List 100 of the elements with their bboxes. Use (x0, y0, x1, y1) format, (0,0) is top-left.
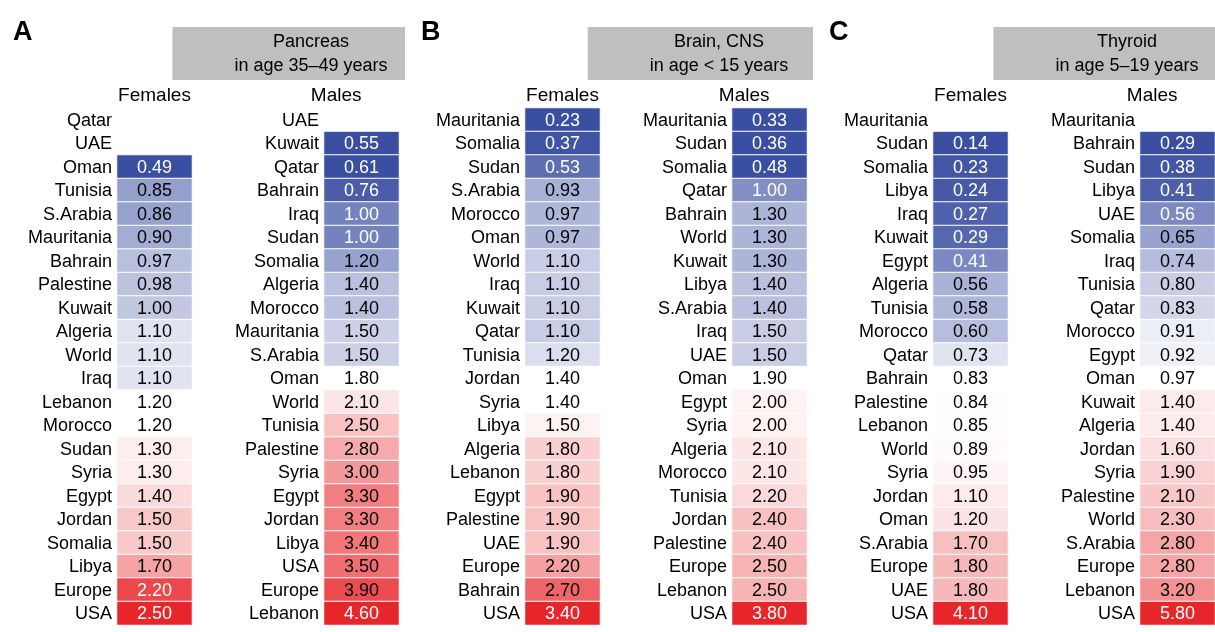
data-label: 1.30 (136, 438, 173, 459)
data-label: 0.93 (544, 180, 581, 201)
data-label: 0.73 (952, 344, 989, 365)
y-tick-label: UAE (74, 133, 112, 154)
data-label: 1.10 (544, 321, 581, 342)
data-label: 5.80 (1159, 603, 1196, 624)
y-tick-label: Morocco (657, 462, 727, 483)
y-tick-label: Somalia (862, 156, 929, 177)
y-tick-label: World (473, 250, 520, 271)
y-tick-label: Oman (677, 368, 727, 389)
data-label: 3.30 (343, 485, 380, 506)
y-tick-label: Egypt (680, 391, 727, 412)
data-label: 0.24 (952, 180, 989, 201)
data-label: 3.00 (343, 462, 380, 483)
y-tick-label: Somalia (46, 532, 113, 553)
y-tick-label: Palestine (853, 391, 928, 412)
y-tick-label: Mauritania (27, 227, 113, 248)
y-tick-label: Algeria (262, 274, 320, 295)
data-label: 1.40 (544, 368, 581, 389)
data-label: 0.23 (952, 156, 989, 177)
y-tick-label: USA (281, 556, 319, 577)
data-label: 0.53 (544, 156, 581, 177)
data-label: 0.83 (1159, 297, 1196, 318)
data-label: 1.90 (544, 509, 581, 530)
data-label: 0.97 (544, 227, 581, 248)
data-label: 0.37 (544, 133, 581, 154)
y-tick-label: USA (689, 603, 727, 624)
data-label: 3.20 (1159, 579, 1196, 600)
y-tick-label: Europe (260, 579, 319, 600)
y-tick-label: Jordan (1079, 438, 1135, 459)
y-tick-label: Palestine (1060, 485, 1135, 506)
text: C (829, 15, 849, 46)
x-tick-label: Females (934, 84, 1007, 105)
y-tick-label: Egypt (473, 485, 520, 506)
y-tick-label: Syria (277, 462, 320, 483)
y-tick-label: Iraq (80, 368, 112, 389)
data-label: 0.74 (1159, 250, 1196, 271)
data-label: 0.41 (952, 250, 989, 271)
y-tick-label: Qatar (681, 180, 727, 201)
y-tick-label: Qatar (273, 156, 319, 177)
x-tick-label: Males (1126, 84, 1178, 105)
y-tick-label: Qatar (66, 109, 112, 130)
y-tick-label: USA (890, 603, 928, 624)
y-tick-label: Libya (275, 532, 320, 553)
y-tick-label: S.Arabia (249, 344, 320, 365)
data-label: 2.80 (1159, 556, 1196, 577)
data-label: 3.50 (343, 556, 380, 577)
data-label: 1.80 (544, 438, 581, 459)
y-tick-label: UAE (689, 344, 727, 365)
y-tick-label: Qatar (474, 321, 520, 342)
y-tick-label: Oman (878, 509, 928, 530)
data-label: 2.20 (544, 556, 581, 577)
data-label: 2.80 (1159, 532, 1196, 553)
y-tick-label: Kuwait (264, 133, 319, 154)
y-tick-label: Syria (685, 415, 728, 436)
data-label: 0.61 (343, 156, 380, 177)
data-label: 3.30 (343, 509, 380, 530)
y-tick-label: Sudan (266, 227, 319, 248)
data-label: 1.10 (136, 344, 173, 365)
y-tick-label: Qatar (882, 344, 928, 365)
y-tick-label: Iraq (488, 274, 520, 295)
data-label: 1.50 (544, 415, 581, 436)
y-tick-label: Palestine (445, 509, 520, 530)
y-tick-label: Kuwait (57, 297, 112, 318)
y-tick-label: Oman (62, 156, 112, 177)
data-label: 1.40 (1159, 415, 1196, 436)
data-label: 2.80 (343, 438, 380, 459)
data-label: 2.10 (751, 438, 788, 459)
y-tick-label: Sudan (674, 133, 727, 154)
y-tick-label: USA (1097, 603, 1135, 624)
y-tick-label: Lebanon (656, 579, 727, 600)
data-label: 2.40 (751, 509, 788, 530)
chart-title: Thyroid in age 5–19 years (1055, 31, 1199, 75)
chart-title: Brain, CNS in age < 15 years (649, 31, 789, 75)
y-tick-label: S.Arabia (42, 203, 113, 224)
y-tick-label: Mauritania (435, 109, 521, 130)
y-tick-label: UAE (281, 109, 319, 130)
data-label: 0.60 (952, 321, 989, 342)
data-label: 1.40 (136, 485, 173, 506)
y-tick-label: Libya (884, 180, 929, 201)
y-tick-label: Mauritania (234, 321, 320, 342)
text: B (421, 15, 441, 46)
data-label: 2.20 (136, 579, 173, 600)
data-label: 1.20 (544, 344, 581, 365)
data-label: 2.00 (751, 391, 788, 412)
y-tick-label: Syria (70, 462, 113, 483)
data-label: 1.40 (751, 274, 788, 295)
data-label: 1.30 (751, 250, 788, 271)
data-label: 0.27 (952, 203, 989, 224)
y-tick-label: Europe (53, 579, 112, 600)
y-tick-label: S.Arabia (450, 180, 521, 201)
y-tick-label: World (1088, 509, 1135, 530)
y-tick-label: Bahrain (1072, 133, 1135, 154)
y-tick-label: Syria (1093, 462, 1136, 483)
y-tick-label: S.Arabia (657, 297, 728, 318)
y-tick-label: Qatar (1089, 297, 1135, 318)
y-tick-label: Lebanon (449, 462, 520, 483)
data-label: 1.40 (751, 297, 788, 318)
y-tick-label: Jordan (671, 509, 727, 530)
y-tick-label: Egypt (272, 485, 319, 506)
